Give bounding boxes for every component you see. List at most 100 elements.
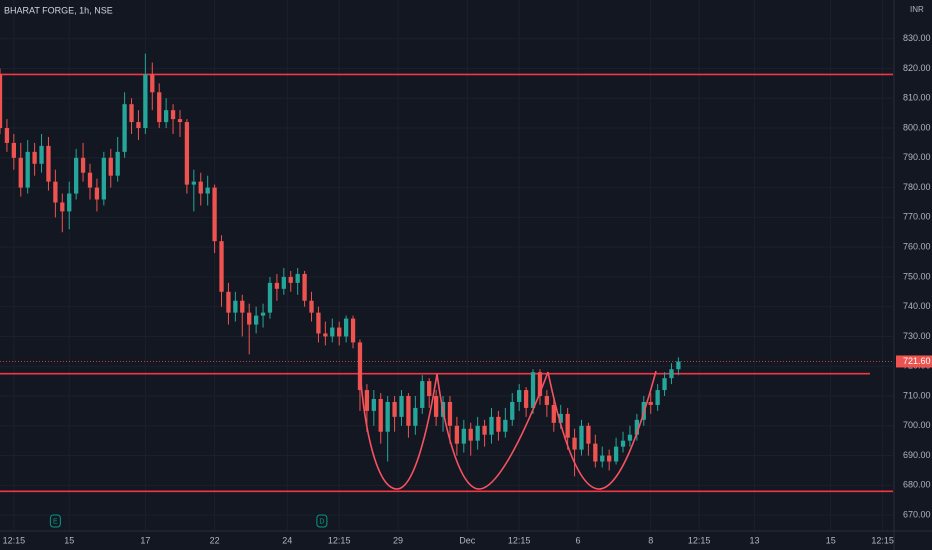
- x-tick-label: 15: [826, 535, 836, 545]
- candle-body: [60, 202, 65, 212]
- candle-body: [274, 282, 280, 289]
- candle-body: [544, 396, 550, 405]
- candle-body: [46, 145, 51, 182]
- event-label: D: [319, 518, 324, 525]
- candle-body: [489, 416, 494, 435]
- candle-body: [253, 315, 259, 325]
- candle-body: [461, 428, 466, 444]
- candle-body: [586, 425, 591, 444]
- candle-body: [607, 455, 612, 462]
- candle-body: [447, 401, 453, 426]
- candle-body: [572, 437, 577, 450]
- cup-drawings: [359, 370, 657, 490]
- candle-body: [74, 157, 79, 194]
- candle-body: [648, 401, 653, 405]
- x-tick-label: Dec: [459, 535, 476, 545]
- candle-body: [385, 401, 390, 432]
- candle-body: [579, 425, 584, 450]
- candle-body: [0, 74, 3, 129]
- x-tick-label: 24: [282, 535, 292, 545]
- candle-body: [122, 104, 127, 152]
- candle-body: [53, 181, 58, 203]
- candle-body: [496, 416, 501, 432]
- x-tick-label: 29: [393, 535, 403, 545]
- y-tick-label: 800.00: [903, 122, 931, 132]
- candle-body: [205, 187, 210, 194]
- candle-body: [115, 151, 120, 176]
- candle-body: [468, 428, 473, 441]
- axes: 670.00680.00690.00700.00710.00720.00730.…: [3, 33, 932, 545]
- candle-body: [87, 172, 93, 188]
- y-tick-label: 820.00: [903, 63, 931, 73]
- candle-body: [406, 396, 411, 426]
- candle-body: [330, 327, 335, 337]
- candle-body: [565, 413, 570, 438]
- candle-body: [427, 381, 432, 397]
- candle-body: [281, 276, 286, 289]
- candle-body: [482, 425, 487, 435]
- candle-body: [184, 122, 190, 185]
- candle-body: [4, 128, 10, 143]
- x-tick-label: 12:15: [688, 535, 711, 545]
- candle-body: [523, 390, 529, 408]
- candle-body: [323, 333, 328, 337]
- candle-body: [67, 193, 72, 212]
- candle-body: [136, 122, 141, 129]
- candle-body: [399, 396, 404, 417]
- candle-body: [170, 110, 176, 120]
- candle-body: [143, 74, 148, 129]
- y-tick-label: 710.00: [903, 390, 931, 400]
- x-tick-label: 6: [576, 535, 581, 545]
- candle-body: [11, 142, 16, 158]
- levels: [0, 73, 893, 493]
- y-tick-label: 830.00: [903, 33, 931, 43]
- candle-body: [80, 157, 86, 173]
- y-tick-label: 760.00: [903, 242, 931, 252]
- candle-body: [558, 413, 563, 423]
- candle-body: [309, 300, 314, 313]
- candle-body: [295, 273, 300, 283]
- y-tick-label: 790.00: [903, 152, 931, 162]
- candle-body: [219, 241, 224, 292]
- y-tick-label: 810.00: [903, 93, 931, 103]
- candle-body: [350, 318, 356, 343]
- candle-body: [198, 181, 203, 194]
- y-tick-label: 690.00: [903, 450, 931, 460]
- candle-body: [475, 425, 480, 441]
- candle-body: [247, 312, 252, 325]
- candle-body: [150, 74, 155, 93]
- y-tick-label: 770.00: [903, 212, 931, 222]
- candle-body: [260, 312, 266, 316]
- candle-body: [613, 446, 619, 462]
- candle-body: [413, 407, 418, 426]
- x-tick-label: 12:15: [508, 535, 531, 545]
- y-tick-label: 680.00: [903, 480, 931, 490]
- x-tick-label: 15: [64, 535, 74, 545]
- x-tick-label: 22: [210, 535, 220, 545]
- candle-body: [517, 390, 522, 402]
- candle-body: [454, 425, 460, 444]
- y-tick-label: 670.00: [903, 509, 931, 519]
- candles: [0, 53, 681, 477]
- candle-body: [537, 372, 543, 397]
- x-tick-label: 12:15: [3, 535, 26, 545]
- candle-body: [191, 181, 196, 185]
- candle-body: [157, 92, 162, 123]
- candle-body: [39, 145, 44, 164]
- x-tick-label: 17: [140, 535, 150, 545]
- x-tick-label: 13: [750, 535, 760, 545]
- candle-body: [337, 327, 342, 337]
- candle-body: [101, 157, 106, 200]
- last-price-badge: [896, 355, 932, 368]
- cup-arc: [359, 371, 438, 490]
- grid: [0, 0, 893, 530]
- candle-body: [662, 378, 667, 391]
- candle-body: [433, 396, 439, 417]
- candle-body: [177, 119, 183, 123]
- candle-body: [510, 401, 515, 420]
- candle-body: [364, 390, 370, 411]
- candle-body: [378, 398, 383, 432]
- candle-body: [267, 282, 273, 313]
